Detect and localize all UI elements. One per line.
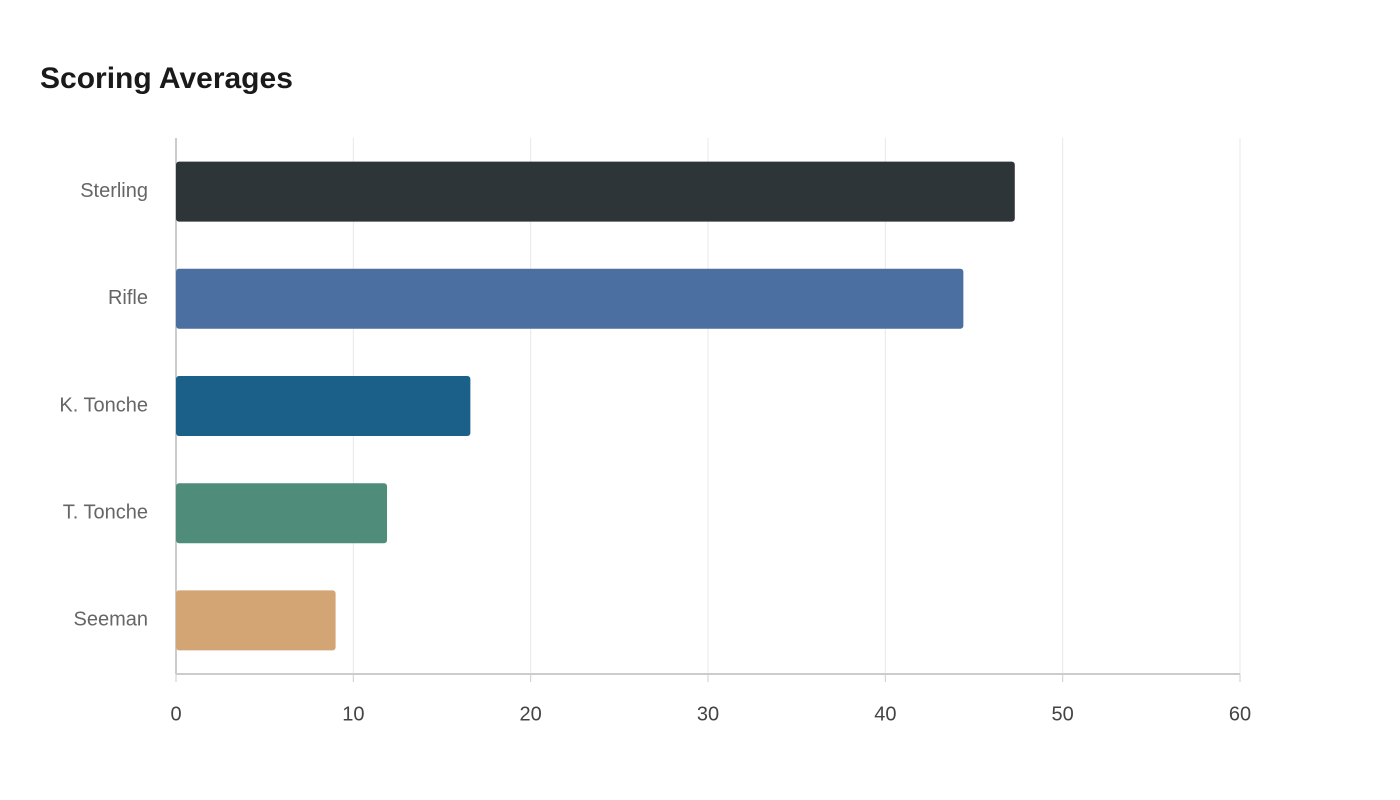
bar: [176, 590, 336, 651]
bar: [176, 268, 964, 329]
x-tick-label: 30: [697, 703, 719, 725]
x-tick-label: 10: [342, 703, 364, 725]
y-tick-label: K. Tonche: [59, 394, 148, 416]
x-tick-label: 60: [1229, 703, 1251, 725]
x-tick-label: 40: [874, 703, 896, 725]
bar: [176, 376, 471, 436]
y-tick-label: Seeman: [74, 609, 149, 631]
x-tick-label: 50: [1052, 703, 1074, 725]
bar: [176, 483, 388, 544]
x-tick-label: 0: [170, 703, 181, 725]
chart-title: Scoring Averages: [40, 62, 293, 95]
y-tick-label: Rifle: [108, 287, 148, 309]
y-tick-label: Sterling: [80, 180, 148, 202]
x-tick-label: 20: [520, 703, 542, 725]
y-tick-label: T. Tonche: [63, 501, 148, 523]
bar: [176, 161, 1015, 222]
